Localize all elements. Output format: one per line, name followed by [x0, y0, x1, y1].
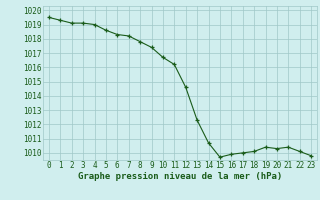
X-axis label: Graphe pression niveau de la mer (hPa): Graphe pression niveau de la mer (hPa): [78, 172, 282, 181]
